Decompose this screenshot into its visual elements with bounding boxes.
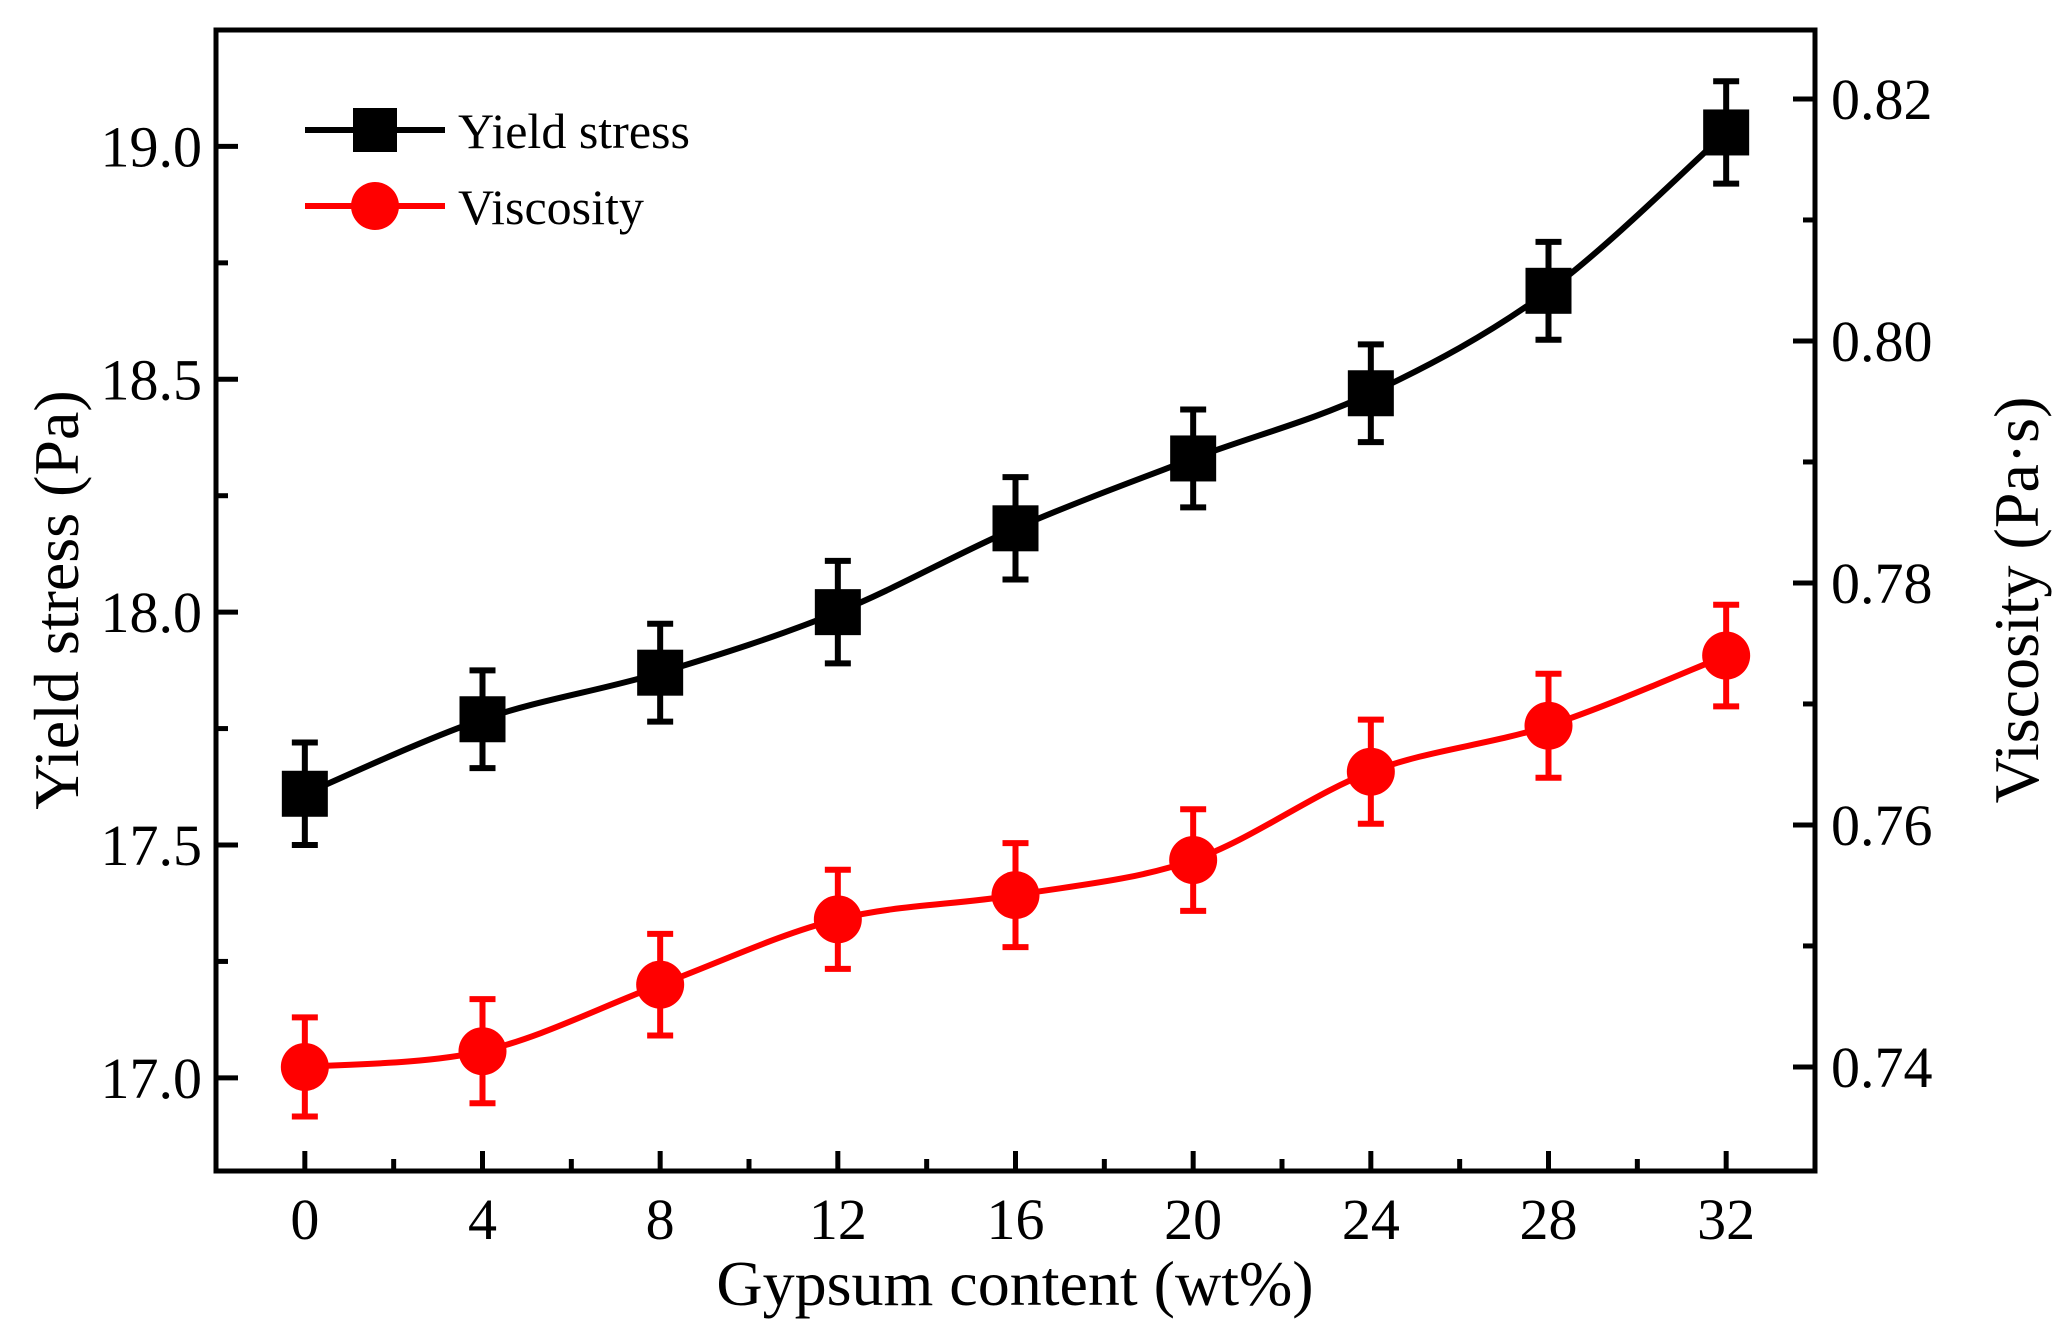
left-y-tick-label: 17.5 [101, 813, 203, 878]
legend-label-viscosity: Viscosity [458, 179, 644, 235]
x-tick-label: 0 [290, 1187, 319, 1252]
right-y-tick-label: 0.74 [1831, 1035, 1933, 1100]
yield-stress-point [281, 770, 328, 817]
series-layer [280, 78, 1751, 1120]
legend-label-yield: Yield stress [458, 103, 690, 159]
right-y-axis: 0.74 0.76 0.78 0.80 0.82 [1793, 67, 1933, 1100]
plot-frame [213, 27, 1818, 1174]
x-tick-label: 28 [1520, 1187, 1578, 1252]
left-y-axis: 17.0 17.5 18.0 18.5 19.0 [101, 27, 238, 1111]
x-tick-label: 20 [1164, 1187, 1222, 1252]
viscosity-point [280, 1042, 329, 1091]
legend-marker-square [353, 108, 397, 152]
right-y-axis-title: Viscosity (Pa·s) [1981, 397, 2052, 804]
x-tick-label: 8 [646, 1187, 675, 1252]
yield-stress-point [1525, 267, 1572, 314]
yield-stress-point [814, 589, 861, 636]
viscosity-point [636, 960, 685, 1009]
yield-stress-point [1703, 109, 1750, 156]
viscosity-point [1346, 747, 1395, 796]
viscosity-point [458, 1027, 507, 1076]
x-tick-label: 4 [468, 1187, 497, 1252]
left-y-tick-label: 17.0 [101, 1046, 203, 1111]
left-y-tick-label: 18.5 [101, 347, 203, 412]
viscosity-point [1702, 631, 1751, 680]
viscosity-point [813, 895, 862, 944]
viscosity-point [991, 871, 1040, 920]
right-y-tick-label: 0.80 [1831, 309, 1933, 374]
left-y-tick-label: 18.0 [101, 580, 203, 645]
viscosity-point [1524, 701, 1573, 750]
yield-stress-point [637, 649, 684, 696]
left-y-tick-label: 19.0 [101, 114, 203, 179]
x-tick-label: 24 [1342, 1187, 1400, 1252]
x-tick-label: 32 [1697, 1187, 1755, 1252]
right-y-tick-label: 0.78 [1831, 551, 1933, 616]
x-axis-title: Gypsum content (wt%) [716, 1248, 1313, 1319]
yield-stress-point [459, 696, 506, 743]
yield-stress-point [992, 505, 1039, 552]
left-y-axis-title: Yield stress (Pa) [21, 390, 92, 810]
x-axis: 0 4 8 12 16 20 24 28 32 [290, 1151, 1755, 1252]
right-y-tick-label: 0.82 [1831, 67, 1933, 132]
x-tick-label: 12 [809, 1187, 867, 1252]
right-y-tick-label: 0.76 [1831, 793, 1933, 858]
legend-marker-circle [351, 182, 399, 230]
viscosity-point [1169, 836, 1218, 885]
yield-stress-point [1170, 435, 1217, 482]
legend: Yield stress Viscosity [305, 103, 690, 235]
yield-stress-point [1347, 370, 1394, 417]
x-tick-label: 16 [987, 1187, 1045, 1252]
